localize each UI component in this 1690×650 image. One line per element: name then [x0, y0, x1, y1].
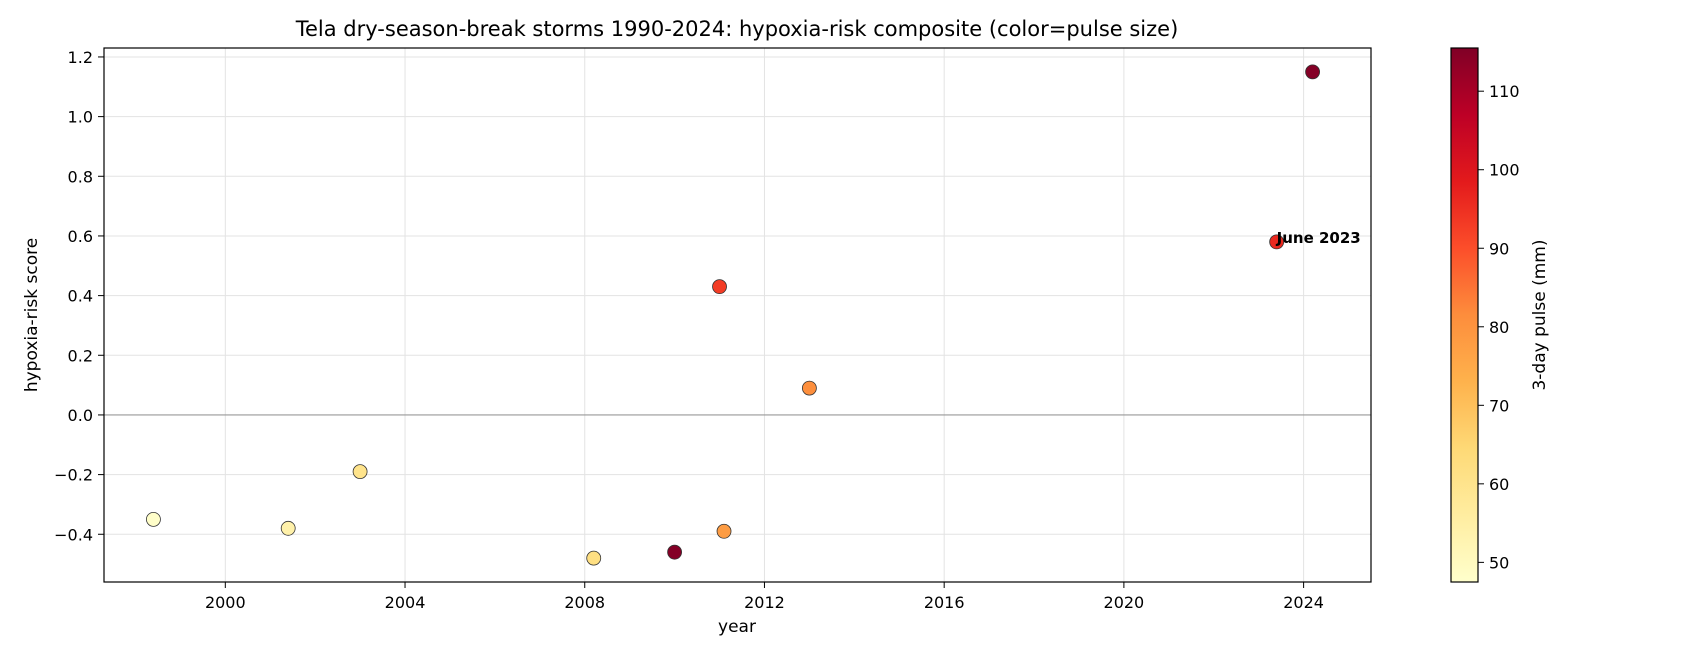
y-tick-label: 1.0	[68, 108, 93, 127]
x-tick-label: 2008	[564, 593, 605, 612]
x-tick-label: 2012	[744, 593, 785, 612]
y-tick-label: −0.2	[54, 466, 93, 485]
grid-lines	[104, 48, 1371, 582]
data-point	[586, 550, 602, 566]
colorbar-tick-label: 90	[1489, 239, 1509, 258]
data-point	[352, 464, 368, 480]
y-tick-label: 0.0	[68, 406, 93, 425]
colorbar-tick-label: 60	[1489, 475, 1509, 494]
colorbar-label: 3-day pulse (mm)	[1530, 239, 1550, 390]
colorbar-axis: 50 60 70 80 90 100 110	[1478, 82, 1520, 572]
x-tick-label: 2024	[1283, 593, 1324, 612]
colorbar-tick-label: 70	[1489, 396, 1509, 415]
y-tick-label: −0.4	[54, 525, 93, 544]
data-point	[1305, 64, 1320, 80]
x-tick-label: 2004	[385, 593, 426, 612]
data-points	[146, 64, 1320, 566]
y-tick-label: 0.4	[68, 287, 93, 306]
colorbar-tick-label: 80	[1489, 318, 1509, 337]
annotations: June 2023	[1276, 229, 1361, 247]
colorbar-tick-label: 50	[1489, 553, 1509, 572]
plot-area-frame	[103, 47, 1372, 583]
y-tick-label: 0.6	[68, 227, 93, 246]
data-point	[716, 523, 732, 539]
data-point	[280, 520, 296, 536]
colorbar-tick-label: 100	[1489, 161, 1520, 180]
y-tick-label: 1.2	[68, 48, 93, 67]
data-point	[801, 380, 817, 396]
y-axis: −0.4 −0.2 0.0 0.2 0.4 0.6 0.8 1.0 1.2	[54, 48, 104, 544]
annotation-label: June 2023	[1276, 229, 1361, 247]
colorbar	[1450, 47, 1479, 583]
data-point	[712, 279, 727, 295]
y-tick-label: 0.8	[68, 167, 93, 186]
y-axis-label: hypoxia-risk score	[22, 238, 42, 392]
x-axis-label: year	[718, 617, 756, 637]
data-point	[1269, 234, 1285, 250]
y-tick-label: 0.2	[68, 346, 93, 365]
chart-title: Tela dry-season-break storms 1990-2024: …	[295, 17, 1179, 41]
colorbar-tick-label: 110	[1489, 82, 1520, 101]
data-point	[667, 544, 682, 560]
x-tick-label: 2020	[1104, 593, 1145, 612]
data-point	[146, 511, 161, 527]
x-axis: 2000 2004 2008 2012 2016 2020 2024	[205, 582, 1324, 612]
x-tick-label: 2000	[205, 593, 246, 612]
x-tick-label: 2016	[924, 593, 965, 612]
